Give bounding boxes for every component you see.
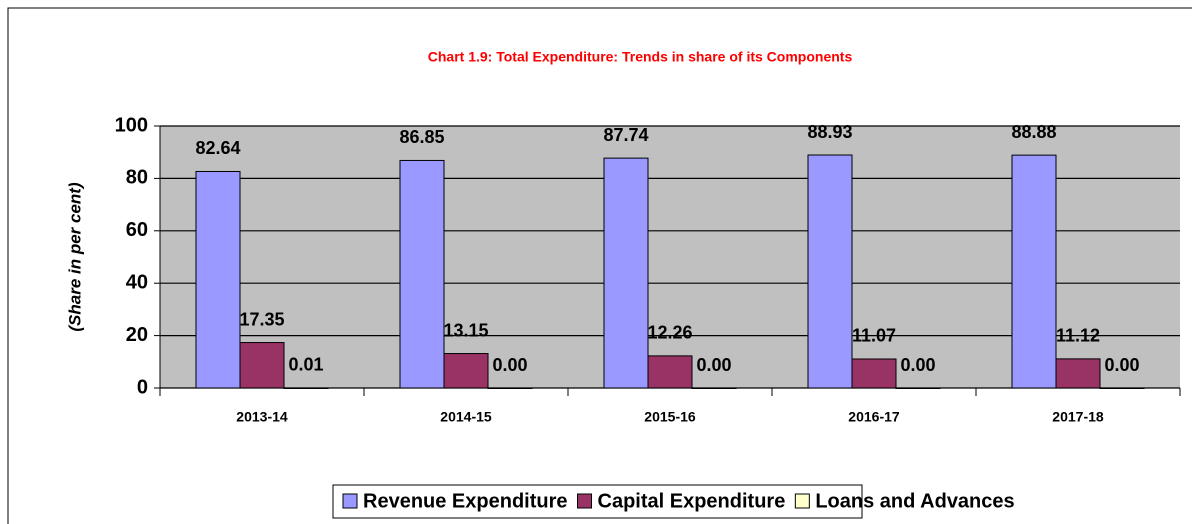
- data-label: 87.74: [603, 125, 648, 145]
- legend-swatch: [794, 493, 810, 509]
- bar: [239, 342, 285, 389]
- legend-swatch: [342, 493, 358, 509]
- data-label: 82.64: [195, 138, 240, 158]
- y-axis-label: (Share in per cent): [65, 182, 84, 332]
- chart-title: Chart 1.9: Total Expenditure: Trends in …: [428, 49, 853, 65]
- bar: [487, 387, 533, 389]
- data-label: 0.01: [288, 355, 323, 375]
- legend-label: Loans and Advances: [815, 490, 1014, 512]
- data-label: 88.88: [1011, 122, 1056, 142]
- bar: [691, 387, 737, 389]
- bar: [443, 353, 489, 389]
- x-tick-label: 2015-16: [644, 409, 696, 425]
- data-label: 0.00: [1104, 355, 1139, 375]
- bar: [1011, 154, 1057, 389]
- data-label: 86.85: [399, 127, 444, 147]
- bar: [1055, 358, 1101, 389]
- y-tick-label: 60: [126, 219, 148, 241]
- data-label: 17.35: [239, 309, 284, 329]
- plot-area: [160, 126, 1180, 388]
- data-label: 0.00: [900, 355, 935, 375]
- bar: [647, 355, 693, 389]
- data-label: 11.12: [1056, 326, 1100, 346]
- bar: [895, 387, 941, 389]
- bar: [851, 358, 897, 389]
- bar: [399, 159, 445, 389]
- x-tick-label: 2017-18: [1052, 409, 1104, 425]
- x-tick-label: 2016-17: [848, 409, 900, 425]
- legend-swatch: [577, 493, 593, 509]
- y-tick-label: 40: [126, 271, 148, 293]
- bar: [195, 170, 241, 389]
- bar: [1099, 387, 1145, 389]
- data-label: 0.00: [492, 355, 527, 375]
- y-tick-label: 20: [126, 324, 148, 346]
- bar: [603, 157, 649, 389]
- data-label: 88.93: [807, 122, 852, 142]
- y-tick-label: 80: [126, 167, 148, 189]
- legend-label: Revenue Expenditure: [363, 490, 568, 512]
- bar: [283, 387, 329, 389]
- x-tick-label: 2013-14: [236, 409, 288, 425]
- legend-label: Capital Expenditure: [598, 490, 786, 512]
- data-label: 13.15: [443, 320, 488, 340]
- y-tick-label: 100: [115, 114, 148, 136]
- data-label: 12.26: [647, 323, 692, 343]
- data-label: 0.00: [696, 355, 731, 375]
- legend-box: [332, 484, 863, 519]
- y-tick-label: 0: [137, 376, 148, 398]
- data-label: 11.07: [852, 326, 896, 346]
- bar: [807, 154, 853, 389]
- x-tick-label: 2014-15: [440, 409, 492, 425]
